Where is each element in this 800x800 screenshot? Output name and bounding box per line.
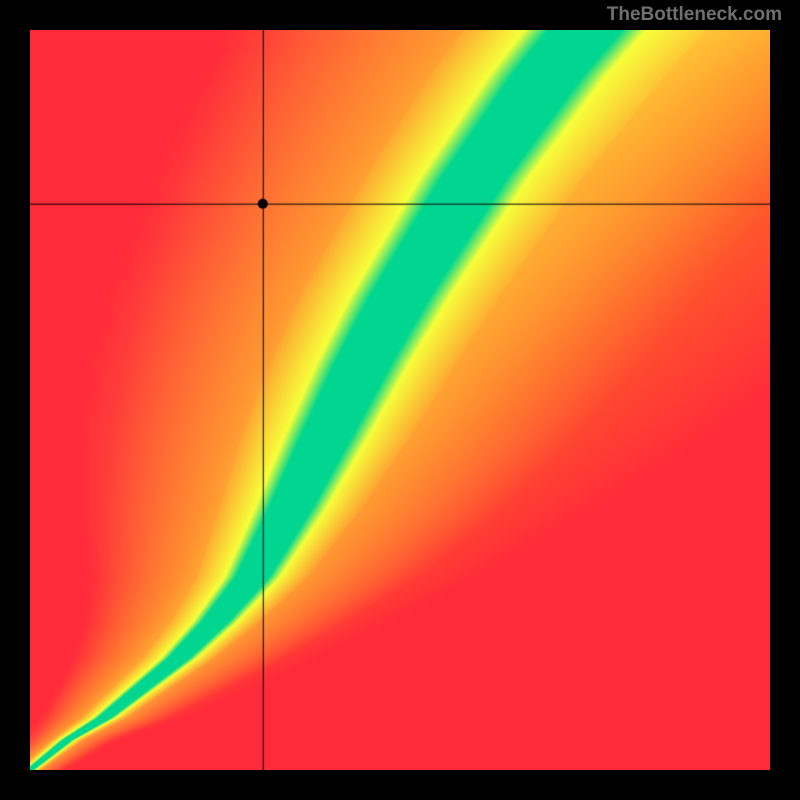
- heatmap-canvas: [30, 30, 770, 770]
- heatmap-plot: [30, 30, 770, 770]
- watermark-text: TheBottleneck.com: [607, 4, 782, 26]
